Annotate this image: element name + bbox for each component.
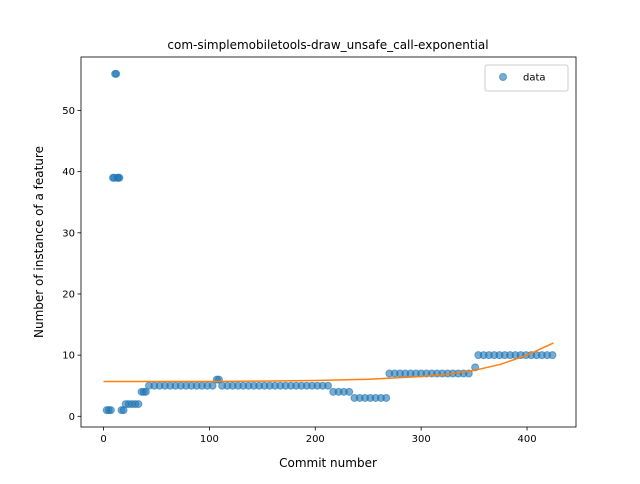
- legend-label: data: [523, 73, 546, 84]
- x-tick-label: 300: [412, 434, 431, 445]
- x-axis-label: Commit number: [279, 456, 377, 470]
- data-point: [548, 351, 557, 360]
- y-tick-label: 30: [62, 228, 75, 239]
- legend-marker: [499, 73, 507, 81]
- x-tick-label: 400: [517, 434, 536, 445]
- data-point: [141, 387, 150, 396]
- legend: data: [484, 64, 569, 92]
- x-tick-label: 0: [100, 434, 106, 445]
- x-tick-label: 100: [200, 434, 219, 445]
- plot-frame: [80, 56, 577, 428]
- data-point: [134, 400, 143, 409]
- y-tick-label: 20: [62, 289, 75, 300]
- data-point: [323, 381, 332, 390]
- y-axis-label: Number of instance of a feature: [32, 146, 46, 338]
- fit-line: [103, 342, 554, 383]
- data-point: [382, 393, 391, 402]
- y-tick-label: 50: [62, 106, 75, 117]
- y-tick-label: 10: [62, 351, 75, 362]
- y-tick-label: 0: [69, 412, 75, 423]
- chart-title: com-simplemobiletools-draw_unsafe_call-e…: [167, 38, 488, 52]
- data-point: [208, 381, 217, 390]
- data-point: [112, 69, 121, 78]
- legend-box: [484, 64, 569, 92]
- data-point: [345, 387, 354, 396]
- y-tick-label: 40: [62, 167, 75, 178]
- data-point: [115, 173, 124, 182]
- data-point: [106, 406, 115, 415]
- x-tick-label: 200: [306, 434, 325, 445]
